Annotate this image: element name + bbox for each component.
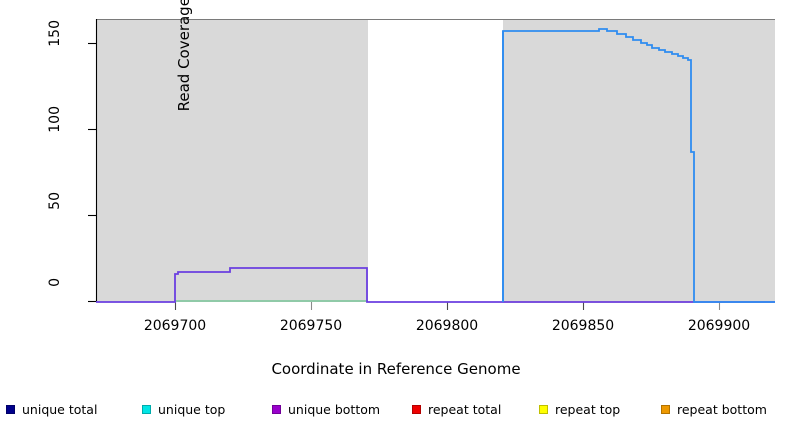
legend-item-repeat-total[interactable]: repeat total — [412, 402, 539, 417]
legend-swatch-icon-unique-top — [142, 404, 151, 414]
legend-item-unique-total[interactable]: unique total — [6, 402, 142, 417]
legend-item-unique-top[interactable]: unique top — [142, 402, 272, 417]
legend-label-repeat-top: repeat top — [555, 401, 621, 417]
y-tick-label-100: 100 — [47, 106, 63, 133]
y-tick-label-150: 150 — [47, 20, 63, 47]
legend-swatch-icon-unique-bottom — [272, 404, 281, 414]
legend-label-repeat-bottom: repeat bottom — [677, 401, 767, 417]
legend-swatch-icon-unique-total — [6, 404, 15, 414]
chart-legend: unique total unique top unique bottom re… — [0, 398, 792, 420]
legend-swatch-icon-repeat-bottom — [661, 404, 670, 414]
legend-item-repeat-top[interactable]: repeat top — [539, 402, 661, 417]
y-tick-label-50: 50 — [47, 192, 63, 210]
legend-label-unique-total: unique total — [22, 401, 98, 417]
legend-swatch-icon-repeat-top — [539, 404, 548, 414]
x-tick-label-2069750: 2069750 — [279, 318, 343, 334]
x-tick-label-2069700: 2069700 — [143, 318, 207, 334]
shaded-region-left — [96, 19, 368, 302]
series-coverage-step-curve — [502, 28, 775, 303]
y-tick-label-0: 0 — [47, 278, 63, 287]
series-unique-bottom — [96, 267, 775, 303]
y-axis-title-text: Read Coverage Depth — [175, 0, 193, 112]
shaded-region-right — [503, 19, 775, 302]
legend-item-repeat-bottom[interactable]: repeat bottom — [661, 402, 786, 417]
x-tick-label-2069800: 2069800 — [415, 318, 479, 334]
legend-label-repeat-total: repeat total — [428, 401, 502, 417]
y-axis-title: Read Coverage Depth — [10, 0, 193, 111]
legend-item-unique-bottom[interactable]: unique bottom — [272, 402, 412, 417]
x-tick-label-2069850: 2069850 — [551, 318, 615, 334]
x-tick-label-2069900: 2069900 — [687, 318, 751, 334]
x-axis-title: Coordinate in Reference Genome — [271, 360, 521, 378]
legend-label-unique-top: unique top — [158, 401, 226, 417]
legend-label-unique-bottom: unique bottom — [288, 401, 381, 417]
legend-swatch-icon-repeat-total — [412, 404, 421, 414]
